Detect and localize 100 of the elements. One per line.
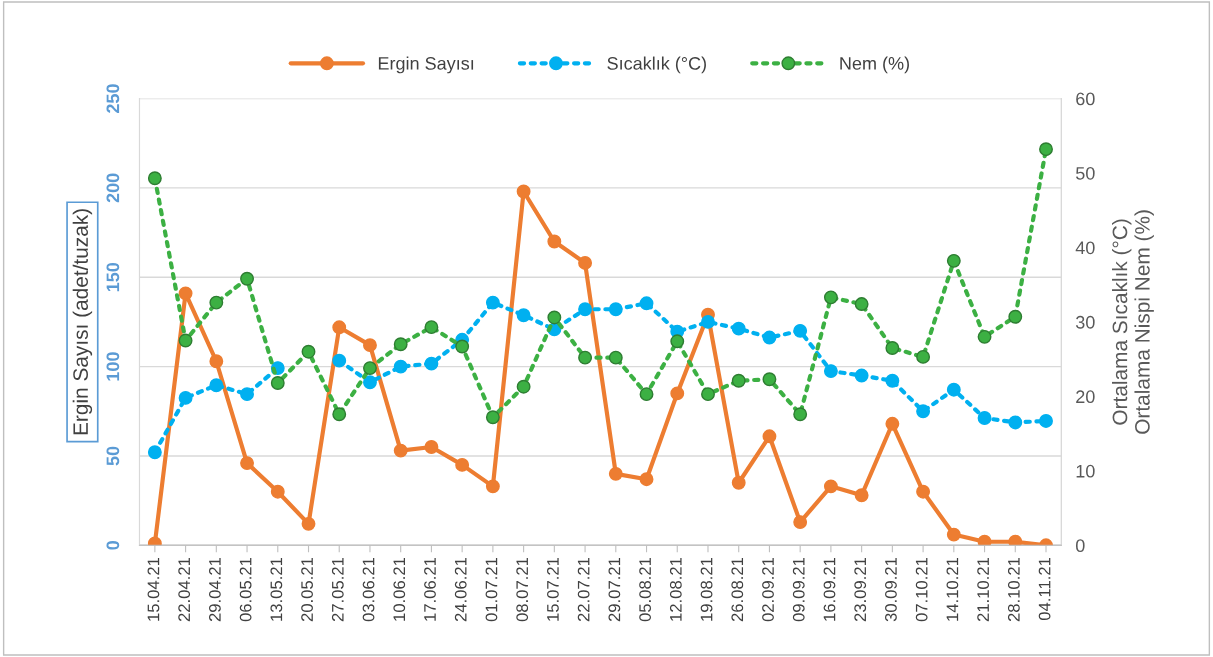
- point: [147, 445, 162, 460]
- point: [240, 387, 254, 402]
- point: [209, 354, 224, 369]
- point: [854, 368, 869, 383]
- point: [209, 295, 224, 310]
- x-tick-label: 15.07.21: [547, 557, 559, 621]
- point: [578, 302, 593, 317]
- point: [854, 488, 869, 503]
- point: [701, 314, 715, 329]
- y2-axis-title: Ortalama Sıcaklık (°C) Ortalama Nispi Nem (%): [1112, 210, 1154, 434]
- y2-tick-label: 30: [1075, 315, 1095, 329]
- point: [455, 339, 470, 354]
- x-tick-label: 15.04.21: [147, 557, 160, 621]
- x-tick-label: 16.09.21: [823, 557, 836, 621]
- point: [363, 375, 377, 390]
- point: [485, 410, 500, 425]
- point: [885, 341, 900, 355]
- point: [578, 350, 593, 365]
- point: [670, 386, 685, 401]
- x-tick-label: 29.04.21: [208, 557, 221, 622]
- x-tick-label: 23.09.21: [854, 557, 867, 622]
- y-tick-label: 250: [106, 84, 120, 113]
- point: [885, 416, 900, 431]
- x-tick-label: 09.09.21: [792, 557, 805, 622]
- point: [547, 234, 562, 249]
- point: [363, 361, 377, 376]
- point: [916, 484, 931, 499]
- point: [363, 338, 377, 353]
- point: [793, 407, 808, 422]
- legend-label: Ergin Sayısı: [378, 56, 474, 74]
- point: [485, 295, 500, 310]
- point: [516, 184, 531, 199]
- x-tick-label: 08.07.21: [516, 557, 529, 622]
- y2-tick-label: 0: [1075, 539, 1085, 553]
- point: [823, 290, 838, 305]
- point: [516, 379, 531, 394]
- point: [178, 390, 193, 405]
- point: [608, 302, 623, 317]
- point: [1039, 142, 1053, 157]
- point: [916, 349, 931, 364]
- x-tick-label: 12.08.21: [669, 557, 682, 621]
- point: [301, 516, 316, 531]
- legend-label: Nem (%): [840, 56, 909, 74]
- x-tick-label: 01.07.21: [485, 557, 498, 622]
- point: [424, 440, 439, 454]
- point: [608, 466, 623, 481]
- x-tick-label: 13.05.21: [270, 557, 283, 621]
- y-axis-title: Ergin Sayısı (adet/tuzak): [72, 209, 93, 435]
- y2-tick-label: 10: [1076, 464, 1095, 478]
- point: [639, 296, 654, 311]
- x-tick-label: 19.08.21: [700, 557, 713, 621]
- x-tick-label: 04.11.21: [1038, 557, 1051, 621]
- point: [977, 411, 992, 425]
- point: [946, 253, 961, 268]
- point: [547, 310, 562, 325]
- point: [1008, 309, 1023, 324]
- point: [885, 373, 900, 388]
- x-tick-label: 03.06.21: [362, 557, 375, 622]
- point: [393, 359, 408, 374]
- point: [209, 378, 224, 393]
- point: [977, 534, 992, 546]
- y-tick-label: 200: [106, 173, 120, 203]
- point: [393, 443, 408, 458]
- y2-tick-label: 50: [1075, 166, 1095, 180]
- y2-tick-label: 60: [1076, 92, 1095, 106]
- x-tick-label: 07.10.21: [915, 557, 928, 622]
- point: [793, 323, 808, 338]
- x-tick-label: 29.07.21: [608, 557, 621, 622]
- point: [178, 286, 193, 301]
- point: [178, 333, 193, 348]
- point: [731, 475, 746, 490]
- point: [332, 320, 347, 335]
- point: [977, 329, 992, 344]
- y-tick-label: 100: [106, 352, 120, 381]
- point: [147, 171, 162, 186]
- point: [393, 337, 408, 352]
- point: [762, 429, 777, 444]
- point: [946, 527, 961, 542]
- x-tick-label: 28.10.21: [1007, 557, 1020, 622]
- x-tick-label: 26.08.21: [731, 557, 744, 622]
- y-tick-label: 50: [106, 446, 120, 466]
- x-tick-label: 14.10.21: [946, 557, 959, 621]
- x-tick-label: 17.06.21: [424, 557, 436, 621]
- x-tick-label: 02.09.21: [762, 557, 774, 622]
- point: [1008, 415, 1023, 430]
- x-tick-label: 05.08.21: [639, 557, 651, 622]
- point: [639, 472, 654, 487]
- x-tick-label: 22.04.21: [178, 557, 191, 622]
- point: [731, 321, 746, 336]
- point: [1008, 534, 1023, 546]
- x-tick-label: 24.06.21: [454, 557, 467, 622]
- point: [516, 308, 531, 323]
- legend-label: Sıcaklık (°C): [607, 56, 706, 74]
- point: [485, 479, 500, 494]
- point: [455, 457, 470, 472]
- point: [240, 271, 254, 286]
- point: [946, 382, 961, 397]
- point: [270, 484, 285, 499]
- point: [270, 376, 285, 390]
- point: [854, 297, 869, 312]
